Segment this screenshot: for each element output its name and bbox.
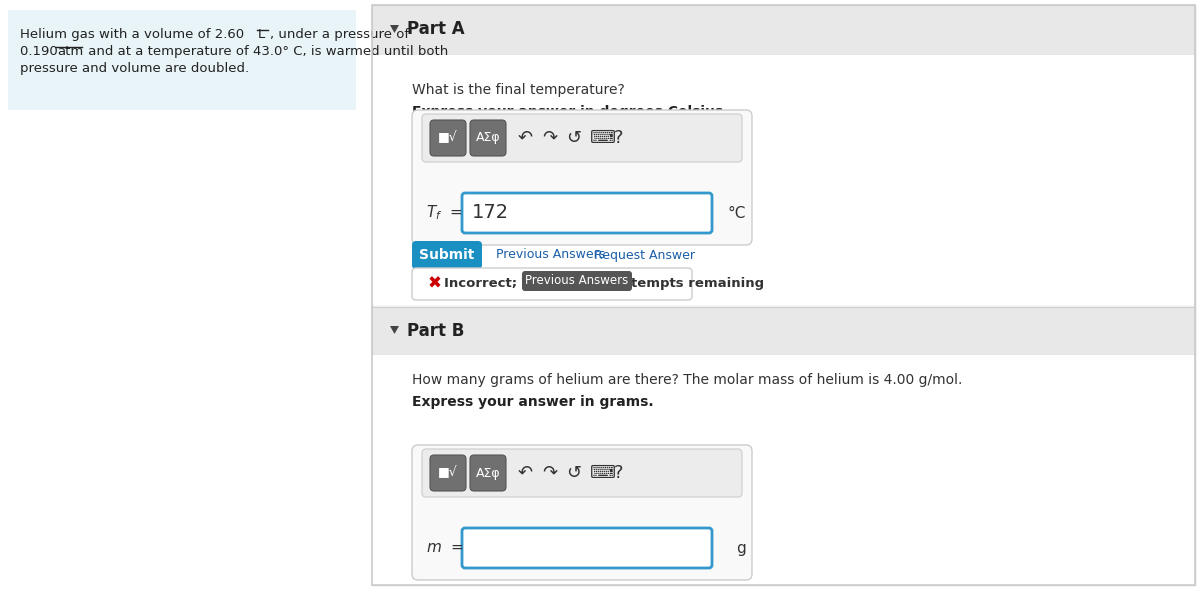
Text: , under a pressure of: , under a pressure of [270,28,409,41]
Text: Express your answer in degrees Celsius.: Express your answer in degrees Celsius. [412,105,728,119]
Text: L: L [258,28,265,41]
Text: 172: 172 [472,204,509,222]
Bar [372,5,1195,585]
FancyBboxPatch shape [422,449,742,497]
Text: $T_f$  =: $T_f$ = [426,204,462,222]
Text: g: g [737,540,746,556]
Text: ↺: ↺ [566,464,581,482]
FancyBboxPatch shape [430,455,466,491]
Text: Previous Answers: Previous Answers [496,248,605,261]
Polygon shape [390,25,398,33]
FancyBboxPatch shape [470,455,506,491]
Text: ?: ? [614,464,624,482]
Text: AΣφ: AΣφ [475,132,500,145]
Text: ⌨: ⌨ [590,129,616,147]
Text: ⌨: ⌨ [590,464,616,482]
Text: Incorrect; Try Again; 5 attempts remaining: Incorrect; Try Again; 5 attempts remaini… [444,277,764,290]
Polygon shape [390,326,398,334]
Text: ↶: ↶ [518,464,533,482]
Text: Express your answer in grams.: Express your answer in grams. [412,395,654,409]
Text: ■√: ■√ [438,132,458,145]
Text: ↶: ↶ [518,129,533,147]
FancyBboxPatch shape [412,268,692,300]
Text: ↺: ↺ [566,129,581,147]
Text: Part A: Part A [407,20,464,38]
Bar [8,10,356,110]
FancyBboxPatch shape [412,241,482,269]
Text: 0.190: 0.190 [20,45,62,58]
FancyBboxPatch shape [462,193,712,233]
FancyBboxPatch shape [412,110,752,245]
Text: Previous Answers: Previous Answers [526,274,629,287]
Text: ↷: ↷ [542,129,557,147]
Bar [372,55,1195,305]
Text: What is the final temperature?: What is the final temperature? [412,83,625,97]
Text: AΣφ: AΣφ [475,467,500,480]
Text: Submit: Submit [419,248,475,262]
Text: and at a temperature of 43.0° C, is warmed until both: and at a temperature of 43.0° C, is warm… [84,45,449,58]
FancyBboxPatch shape [462,528,712,568]
Bar [372,5,1195,55]
Text: atm: atm [58,45,83,58]
Bar [372,5,1195,585]
FancyBboxPatch shape [422,114,742,162]
Text: ↷: ↷ [542,464,557,482]
Text: °C: °C [727,205,746,221]
Text: ?: ? [614,129,624,147]
Text: Request Answer: Request Answer [594,248,695,261]
FancyBboxPatch shape [470,120,506,156]
Text: $m$  =: $m$ = [426,540,463,556]
Text: Helium gas with a volume of 2.60: Helium gas with a volume of 2.60 [20,28,248,41]
FancyBboxPatch shape [430,120,466,156]
FancyBboxPatch shape [522,271,632,291]
Bar [372,307,1195,355]
Text: pressure and volume are doubled.: pressure and volume are doubled. [20,62,250,75]
Text: Part B: Part B [407,322,464,340]
Bar [372,355,1195,585]
Text: ■√: ■√ [438,467,458,480]
Text: How many grams of helium are there? The molar mass of helium is 4.00 g/mol.: How many grams of helium are there? The … [412,373,962,387]
FancyBboxPatch shape [412,445,752,580]
Text: ✖: ✖ [428,275,442,293]
